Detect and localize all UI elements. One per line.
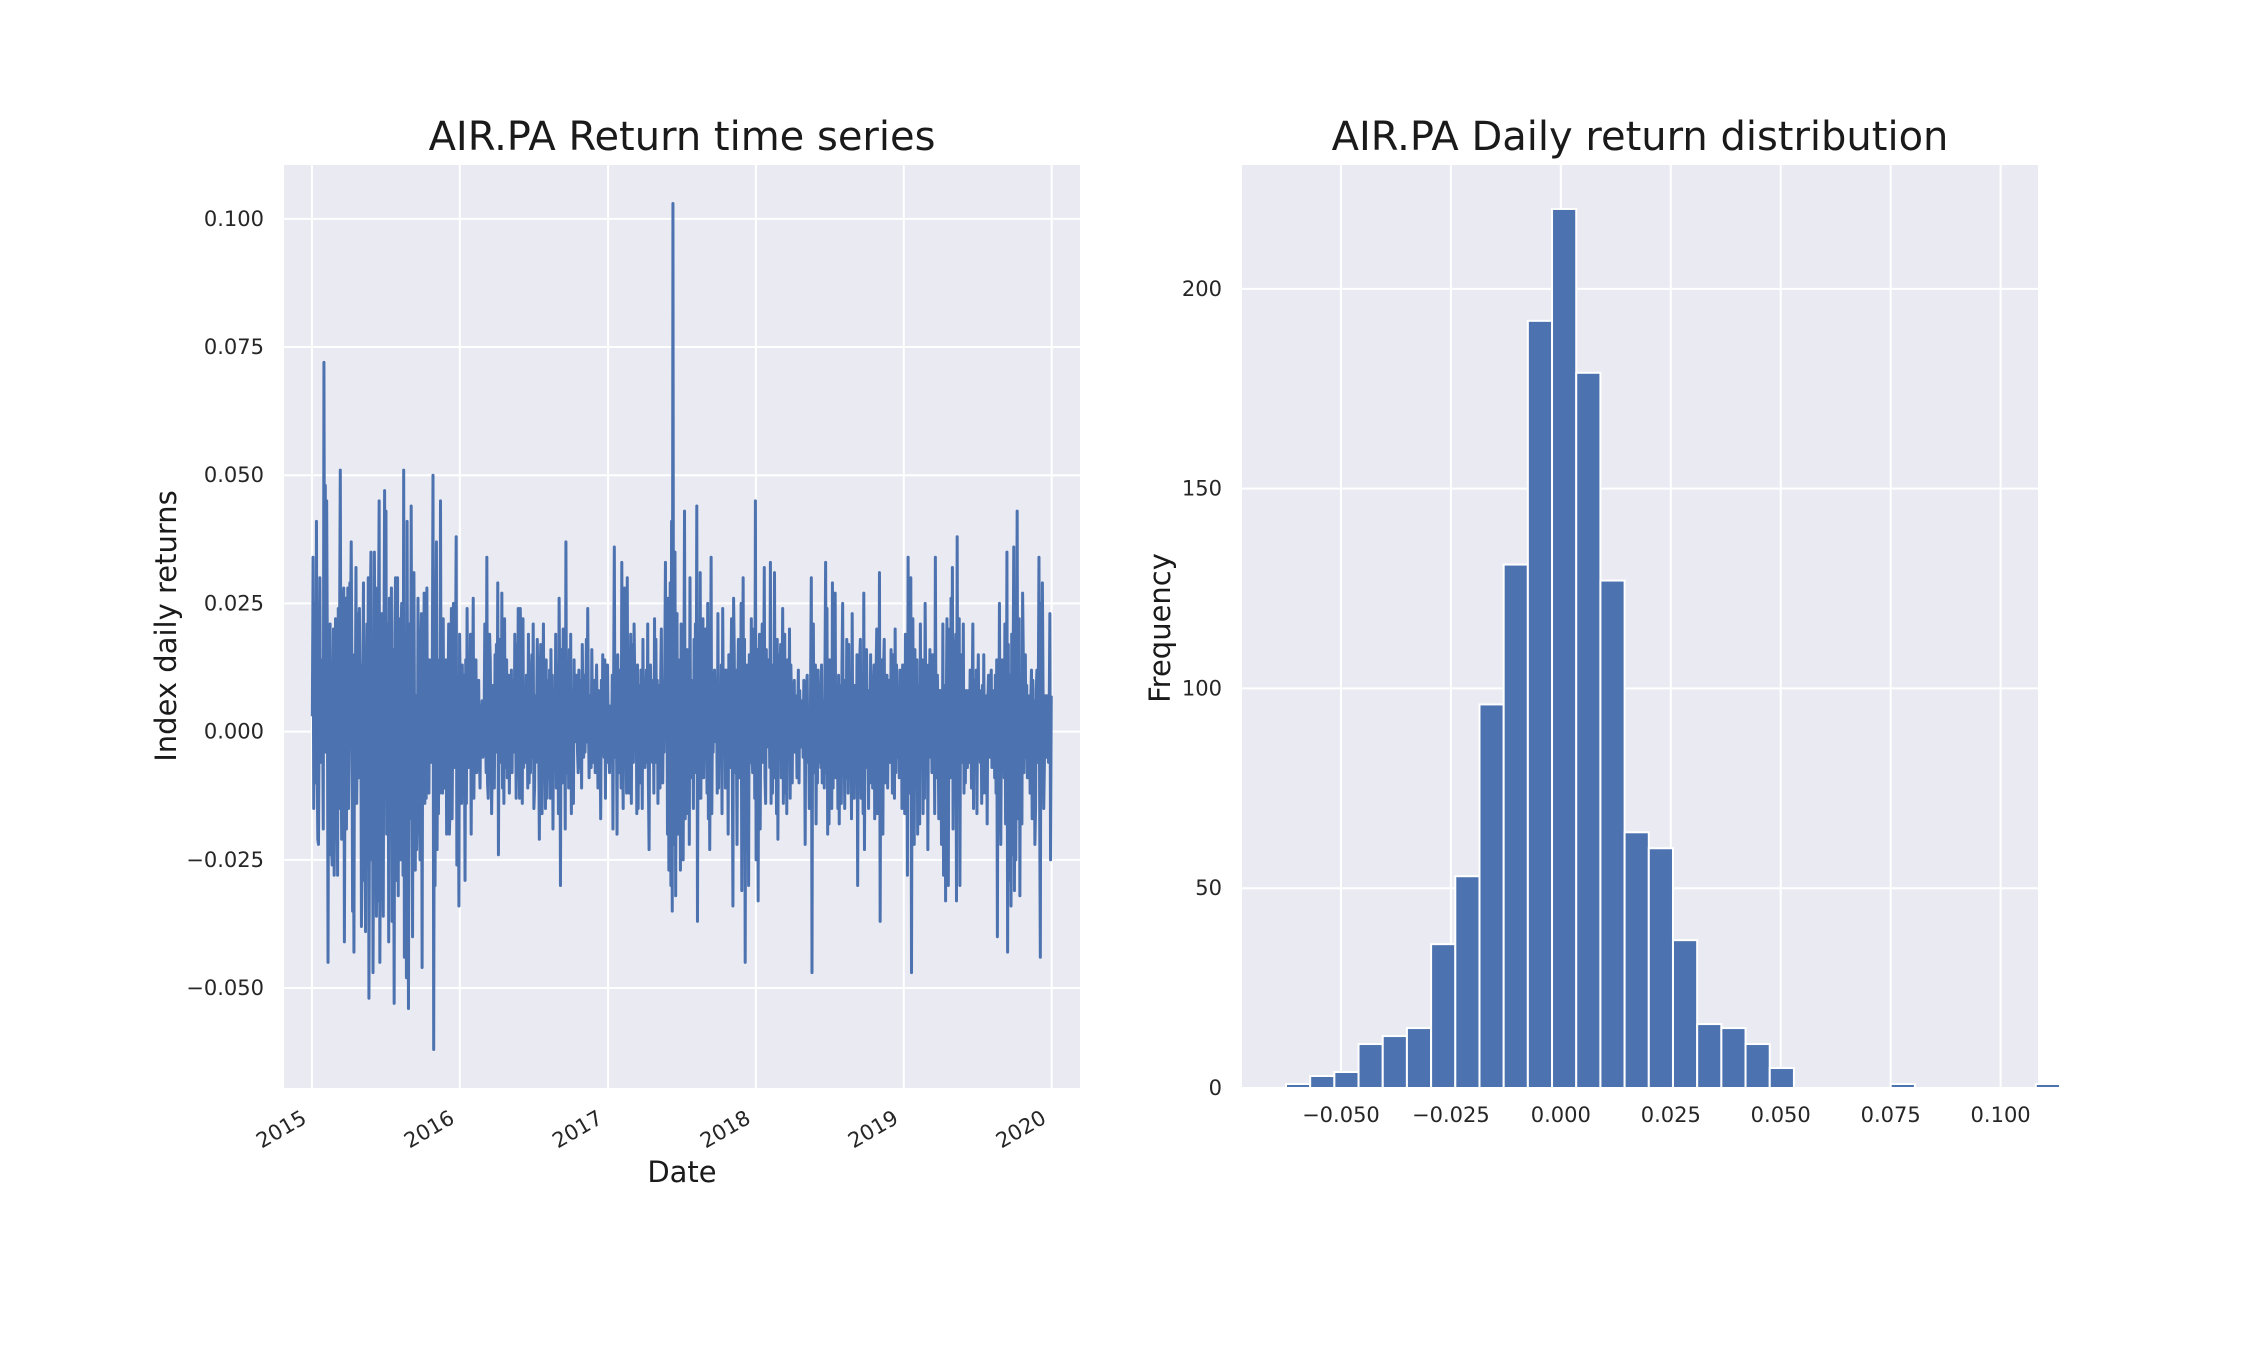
time-series-x-axis-label: Date	[647, 1155, 716, 1189]
histogram-bar	[1647, 847, 1674, 1090]
histogram-bar	[1333, 1071, 1360, 1090]
histogram-bar	[1502, 563, 1529, 1089]
histogram-x-tick-label: 0.075	[1861, 1103, 1921, 1127]
histogram-bar	[1309, 1075, 1336, 1089]
time-series-panel: 2015 2016 2017 2018 2019 2020 −0.050 −0.025 0.0…	[149, 114, 1080, 1189]
histogram-bar	[1381, 1035, 1408, 1089]
histogram-bar	[1720, 1027, 1747, 1090]
histogram-x-tick-label: −0.025	[1412, 1103, 1490, 1127]
time-series-x-tick-label: 2016	[400, 1106, 458, 1154]
time-series-y-tick-label: −0.025	[186, 848, 264, 872]
time-series-line-layer	[310, 201, 1053, 1052]
return-series-line	[310, 201, 1053, 1052]
histogram-bar	[1671, 939, 1699, 1089]
histogram-y-tick-label: 50	[1195, 876, 1222, 900]
time-series-y-ticks: −0.050 −0.025 0.000 0.025 0.050 0.075 0.100	[186, 207, 264, 1000]
time-series-y-tick-label: −0.050	[186, 976, 264, 1000]
time-series-y-tick-label: 0.025	[204, 591, 264, 615]
histogram-x-tick-label: 0.025	[1641, 1103, 1701, 1127]
histogram-y-ticks: 0 50 100 150 200	[1182, 277, 1222, 1100]
histogram-bar	[1284, 1083, 1312, 1089]
time-series-x-tick-label: 2019	[844, 1106, 902, 1154]
histogram-x-tick-label: −0.050	[1302, 1103, 1380, 1127]
histogram-x-ticks: −0.050 −0.025 0.000 0.025 0.050 0.075 0.100	[1302, 1103, 2031, 1127]
time-series-x-ticks: 2015 2016 2017 2018 2019 2020	[252, 1106, 1050, 1154]
histogram-bar	[1889, 1083, 1916, 1089]
time-series-y-tick-label: 0.100	[204, 207, 264, 231]
time-series-x-tick-label: 2020	[992, 1106, 1050, 1154]
time-series-x-tick-label: 2015	[252, 1106, 310, 1154]
histogram-y-tick-label: 150	[1182, 477, 1222, 501]
time-series-x-tick-label: 2017	[548, 1106, 606, 1154]
histogram-y-tick-label: 0	[1209, 1076, 1222, 1100]
histogram-title: AIR.PA Daily return distribution	[1332, 114, 1949, 160]
histogram-y-axis-label: Frequency	[1143, 553, 1177, 703]
histogram-bar	[1405, 1027, 1433, 1090]
time-series-x-tick-label: 2018	[696, 1106, 754, 1154]
histogram-bar	[1623, 831, 1650, 1089]
histogram-bar	[1526, 319, 1554, 1089]
histogram-bars	[1284, 207, 2061, 1090]
histogram-x-tick-label: 0.100	[1971, 1103, 2031, 1127]
histogram-bar	[1696, 1023, 1723, 1089]
histogram-bar	[1478, 703, 1505, 1089]
histogram-bar	[1575, 371, 1602, 1089]
time-series-y-tick-label: 0.000	[204, 720, 264, 744]
time-series-y-tick-label: 0.050	[204, 463, 264, 487]
histogram-x-tick-label: 0.000	[1531, 1103, 1591, 1127]
time-series-y-axis-label: Index daily returns	[149, 490, 183, 762]
histogram-x-tick-label: 0.050	[1751, 1103, 1811, 1127]
histogram-bar	[1744, 1043, 1771, 1089]
histogram-y-tick-label: 200	[1182, 277, 1222, 301]
histogram-panel: −0.050 −0.025 0.000 0.025 0.050 0.075 0.100 0 5…	[1143, 114, 2061, 1127]
histogram-bar	[1430, 943, 1457, 1089]
time-series-title: AIR.PA Return time series	[429, 114, 936, 160]
histogram-bar	[2034, 1083, 2061, 1089]
histogram-y-tick-label: 100	[1182, 676, 1222, 700]
histogram-bar	[1357, 1043, 1384, 1089]
histogram-bar	[1551, 207, 1578, 1089]
histogram-bar	[1768, 1067, 1795, 1089]
histogram-bar	[1454, 875, 1481, 1089]
time-series-y-tick-label: 0.075	[204, 335, 264, 359]
histogram-bar	[1599, 579, 1626, 1090]
